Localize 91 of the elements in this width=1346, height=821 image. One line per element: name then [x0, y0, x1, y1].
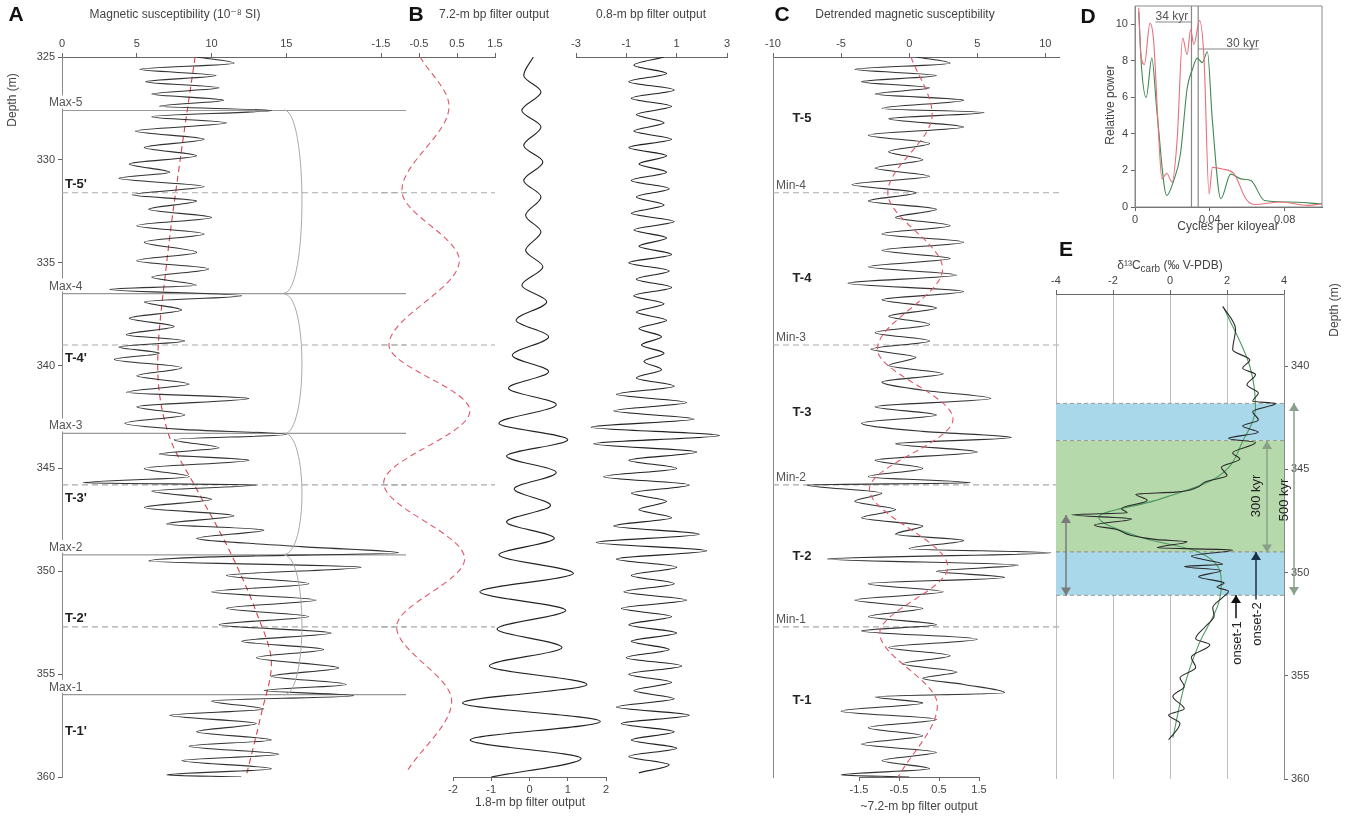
annotation: T-2 — [792, 547, 812, 563]
ref-line-label: Max-2 — [49, 539, 83, 554]
ref-line-label: Max-1 — [49, 679, 83, 694]
annotation: T-1' — [65, 722, 87, 738]
ref-line-label: Min-1 — [776, 611, 807, 626]
y-tick-label: 350 — [36, 564, 55, 577]
x-tick-label: 1.5 — [971, 782, 987, 795]
chart-title: B — [408, 2, 424, 26]
annotation: 500 kyr — [1275, 478, 1291, 522]
y-tick-label: 355 — [36, 667, 55, 680]
x-tick-label: -1 — [486, 782, 497, 795]
chart-title: E — [1058, 237, 1074, 261]
ref-line-label: Max-3 — [49, 418, 83, 433]
annotation: T-1 — [792, 691, 812, 707]
x-tick-label: -1.5 — [849, 782, 869, 795]
ref-line-label: 30 kyr — [1226, 36, 1259, 50]
x-tick-label: 0 — [1131, 212, 1139, 225]
x-tick-label: 5 — [133, 37, 140, 50]
x-tick-label: 2 — [1223, 274, 1231, 287]
x-axis-title: Detrended magnetic susceptibility — [815, 7, 995, 21]
x-axis-title: 1.8-m bp filter output — [474, 795, 586, 809]
annotation: T-4' — [65, 349, 87, 365]
ref-line-label: 34 kyr — [1155, 9, 1189, 23]
x-tick-label: 1.5 — [487, 37, 503, 50]
x-tick-label: -1.5 — [371, 37, 391, 50]
y-tick-label: 345 — [36, 461, 55, 474]
y-tick-label: 8 — [1121, 53, 1128, 66]
x-tick-label: 2 — [602, 782, 610, 795]
annotation: T-3' — [65, 489, 87, 505]
chart-title: A — [8, 2, 24, 26]
x-tick-label: 0.5 — [931, 782, 947, 795]
y-tick-label: 340 — [1291, 359, 1310, 372]
annotation: onset-1 — [1228, 621, 1244, 665]
y-tick-label: 345 — [1291, 462, 1310, 475]
x-tick-label: -2 — [1108, 274, 1118, 287]
y-tick-label: 335 — [36, 255, 55, 268]
x-tick-label: -5 — [836, 37, 846, 50]
chart-title: D — [1080, 4, 1096, 28]
x-tick-label: 1 — [564, 782, 571, 795]
x-axis-title: 0.8-m bp filter output — [595, 7, 707, 21]
x-tick-label: 4 — [1280, 274, 1288, 287]
x-tick-label: -1 — [621, 37, 632, 50]
y-tick-label: 360 — [1291, 772, 1310, 785]
y-tick-label: 360 — [36, 770, 55, 783]
x-tick-label: 0 — [526, 782, 533, 795]
x-tick-label: 0 — [58, 37, 66, 50]
y-tick-label: 2 — [1121, 163, 1128, 176]
x-tick-label: -2 — [448, 782, 458, 795]
y-tick-label: 350 — [1291, 565, 1310, 578]
y-tick-label: 325 — [36, 50, 55, 63]
y-tick-label: 10 — [1115, 17, 1128, 30]
x-tick-label: -0.5 — [409, 37, 429, 50]
y-tick-label: 6 — [1121, 90, 1128, 103]
x-tick-label: 0 — [906, 37, 913, 50]
x-tick-label: 5 — [974, 37, 981, 50]
annotation: onset-2 — [1248, 602, 1264, 646]
x-axis-title: 7.2-m bp filter output — [438, 7, 550, 21]
x-tick-label: -10 — [765, 37, 781, 50]
x-tick-label: 0.5 — [449, 37, 465, 50]
y-tick-label: 355 — [1291, 668, 1310, 681]
annotation: T-2' — [65, 609, 87, 625]
y-tick-label: 0 — [1121, 200, 1128, 213]
x-tick-label: 3 — [723, 37, 731, 50]
y-axis-title: Relative power — [1103, 65, 1117, 145]
x-tick-label: 0 — [1166, 274, 1174, 287]
y-tick-label: 340 — [36, 358, 55, 371]
ref-line-label: Min-3 — [776, 330, 807, 344]
x-tick-label: 1 — [673, 37, 680, 50]
x-tick-label: -0.5 — [889, 782, 909, 795]
annotation: 300 kyr — [1247, 474, 1263, 518]
y-axis-title: Depth (m) — [5, 73, 19, 127]
annotation: T-3 — [792, 403, 812, 419]
x-axis-title: ~7.2-m bp filter output — [860, 799, 978, 813]
annotation: T-4 — [792, 269, 812, 285]
ref-line-label: Max-5 — [49, 95, 83, 110]
x-tick-label: -4 — [1051, 274, 1061, 287]
x-tick-label: 10 — [205, 37, 218, 50]
ref-line-label: Min-2 — [776, 469, 807, 484]
chart-title: C — [774, 2, 790, 26]
x-tick-label: 15 — [280, 37, 293, 50]
y-tick-label: 4 — [1121, 126, 1128, 139]
x-tick-label: 10 — [1039, 37, 1052, 50]
y-axis-title: Depth (m) — [1327, 283, 1341, 337]
annotation: T-5' — [65, 175, 87, 191]
x-axis-title: Magnetic susceptibility (10⁻⁸ SI) — [89, 7, 261, 21]
annotation: T-5 — [792, 109, 812, 125]
ref-line-label: Max-4 — [49, 278, 83, 293]
x-axis-title: δ¹³C$_{carb}$ (‰ V-PDB) — [1117, 257, 1223, 275]
ref-line-label: Min-4 — [776, 177, 807, 192]
y-tick-label: 330 — [36, 152, 55, 165]
x-tick-label: -3 — [571, 37, 581, 50]
